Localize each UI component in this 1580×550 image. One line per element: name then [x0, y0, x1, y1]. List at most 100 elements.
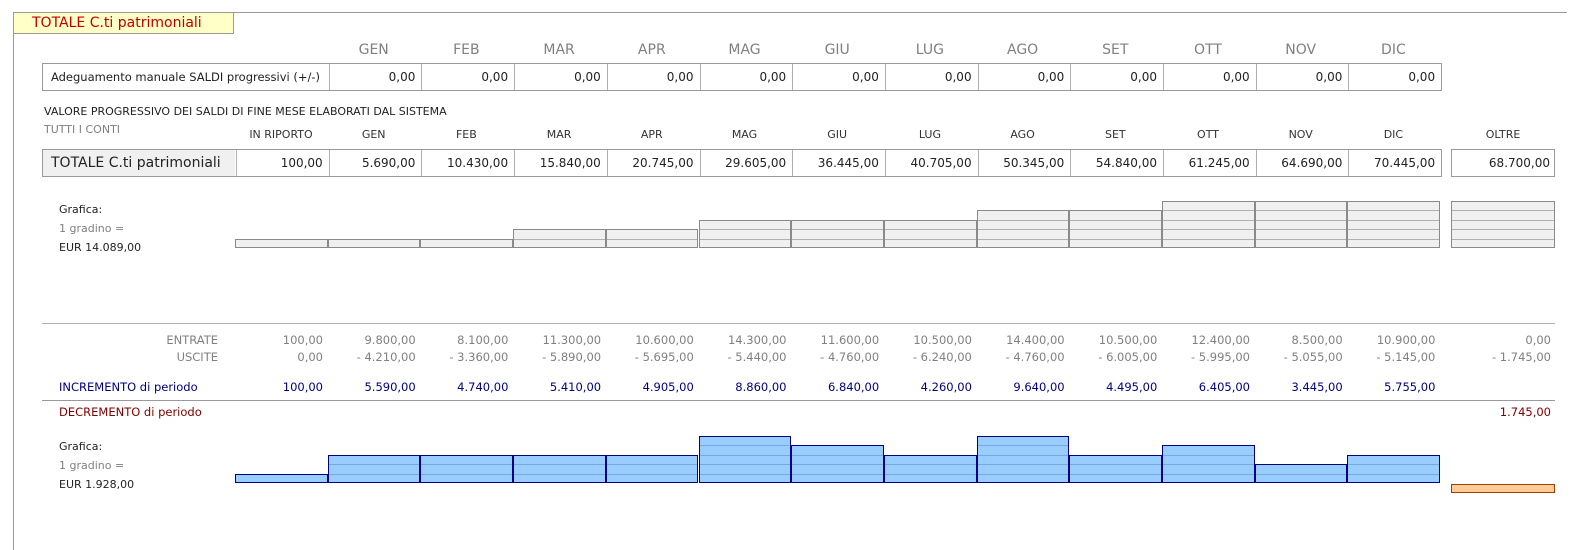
step-gridline — [1348, 464, 1440, 466]
totals-cell: 70.445,00 — [1348, 150, 1441, 176]
adjustment-cell: 0,00 — [606, 64, 700, 90]
uscite-value: - 4.760,00 — [820, 350, 880, 364]
step-gridline — [977, 454, 1069, 456]
totals-row: TOTALE C.ti patrimoniali 100,00 5.690,00 1… — [42, 149, 1442, 177]
step-gridline — [1070, 229, 1161, 231]
adjustment-cell: 0,00 — [1255, 64, 1349, 90]
incremento-value: 5.590,00 — [364, 380, 416, 394]
step-gridline — [977, 464, 1069, 466]
uscite-value: - 4.760,00 — [1005, 350, 1065, 364]
step-bar — [420, 454, 514, 483]
step-bar — [605, 229, 699, 248]
step-gridline — [884, 473, 976, 475]
step-gridline — [1163, 219, 1254, 221]
totals-header-oltre: OLTRE — [1485, 128, 1521, 141]
totals-label: TOTALE C.ti patrimoniali — [43, 150, 235, 176]
entrate-value: 100,00 — [282, 333, 323, 347]
entrate-value: 9.800,00 — [364, 333, 416, 347]
step-bar — [791, 219, 884, 248]
step-gridline — [1452, 210, 1554, 212]
step-gridline — [606, 238, 698, 240]
adjustment-cell: 0,00 — [884, 64, 978, 90]
step-bar — [327, 238, 421, 248]
chart2-label-eur: EUR 1.928,00 — [59, 478, 135, 491]
totals-cell: 61.245,00 — [1163, 150, 1256, 176]
frame-top-border — [13, 12, 1567, 13]
step-gridline — [1255, 229, 1347, 231]
step-bar — [1069, 210, 1162, 248]
step-gridline — [421, 473, 513, 475]
incremento-value: 5.410,00 — [549, 380, 602, 394]
totals-cell: 15.840,00 — [514, 150, 607, 176]
totals-header: GIU — [827, 128, 848, 141]
totals-header: SET — [1104, 128, 1126, 141]
step-gridline — [884, 238, 976, 240]
step-gridline — [328, 464, 420, 466]
totals-header: DIC — [1383, 128, 1404, 141]
step-gridline — [1452, 238, 1554, 240]
step-gridline — [1163, 238, 1254, 240]
step-gridline — [1348, 229, 1440, 231]
frame-left-border — [13, 12, 14, 550]
incremento-value: 6.405,00 — [1198, 380, 1250, 394]
step-gridline — [977, 219, 1069, 221]
incremento-value: 4.495,00 — [1106, 380, 1158, 394]
month-header: APR — [637, 42, 666, 58]
adjustment-label: Adeguamento manuale SALDI progressivi (+… — [50, 70, 321, 84]
step-gridline — [514, 464, 605, 466]
step-gridline — [699, 464, 791, 466]
totals-cell: 36.445,00 — [792, 150, 885, 176]
decremento-label: DECREMENTO di periodo — [59, 405, 202, 419]
adjustment-cell: 0,00 — [1163, 64, 1256, 90]
totals-oltre-value: 68.700,00 — [1488, 156, 1550, 170]
entrate-value: 8.500,00 — [1291, 333, 1343, 347]
totals-header: NOV — [1288, 128, 1313, 141]
step-gridline — [699, 229, 791, 231]
month-header: OTT — [1194, 42, 1222, 58]
step-gridline — [1163, 473, 1254, 475]
step-gridline — [606, 473, 698, 475]
totals-cell: 40.705,00 — [884, 150, 978, 176]
step-gridline — [1070, 464, 1161, 466]
uscite-value: - 5.055,00 — [1283, 350, 1343, 364]
step-bar — [698, 436, 792, 483]
month-header: MAR — [543, 42, 575, 58]
step-gridline — [792, 464, 883, 466]
step-bar — [883, 454, 977, 483]
incremento-value: 6.840,00 — [827, 380, 880, 394]
decremento-oltre-value: 1.745,00 — [1499, 405, 1551, 419]
incremento-label: INCREMENTO di periodo — [59, 380, 198, 394]
step-gridline — [1348, 238, 1440, 240]
uscite-value: - 5.145,00 — [1376, 350, 1436, 364]
incremento-value: 4.260,00 — [920, 380, 972, 394]
step-bar — [1254, 464, 1348, 483]
entrate-oltre-value: 0,00 — [1525, 333, 1551, 347]
incremento-value: 3.445,00 — [1291, 380, 1343, 394]
step-gridline — [977, 473, 1069, 475]
step-gridline — [1163, 210, 1254, 212]
chart1-label-gradino: 1 gradino = — [59, 222, 125, 235]
step-gridline — [606, 464, 698, 466]
uscite-value: - 5.695,00 — [634, 350, 694, 364]
totals-header: MAG — [731, 128, 758, 141]
step-bar — [1069, 454, 1162, 483]
step-bar — [976, 436, 1070, 483]
step-bar — [235, 238, 328, 248]
step-gridline — [1348, 210, 1440, 212]
step-gridline — [1255, 219, 1347, 221]
month-header: GEN — [358, 42, 389, 58]
totals-header: FEB — [455, 128, 477, 141]
step-gridline — [1163, 454, 1254, 456]
month-header: FEB — [453, 42, 480, 58]
step-bar-oltre — [1451, 483, 1555, 493]
step-bar — [976, 210, 1070, 248]
entrate-value: 14.300,00 — [727, 333, 787, 347]
step-bar — [791, 445, 884, 483]
step-gridline — [514, 473, 605, 475]
entrate-value: 10.900,00 — [1376, 333, 1436, 347]
adjustment-cell: 0,00 — [792, 64, 885, 90]
divider-decremento — [42, 400, 1555, 401]
step-gridline — [1070, 473, 1161, 475]
step-gridline — [977, 445, 1069, 447]
step-gridline — [328, 473, 420, 475]
